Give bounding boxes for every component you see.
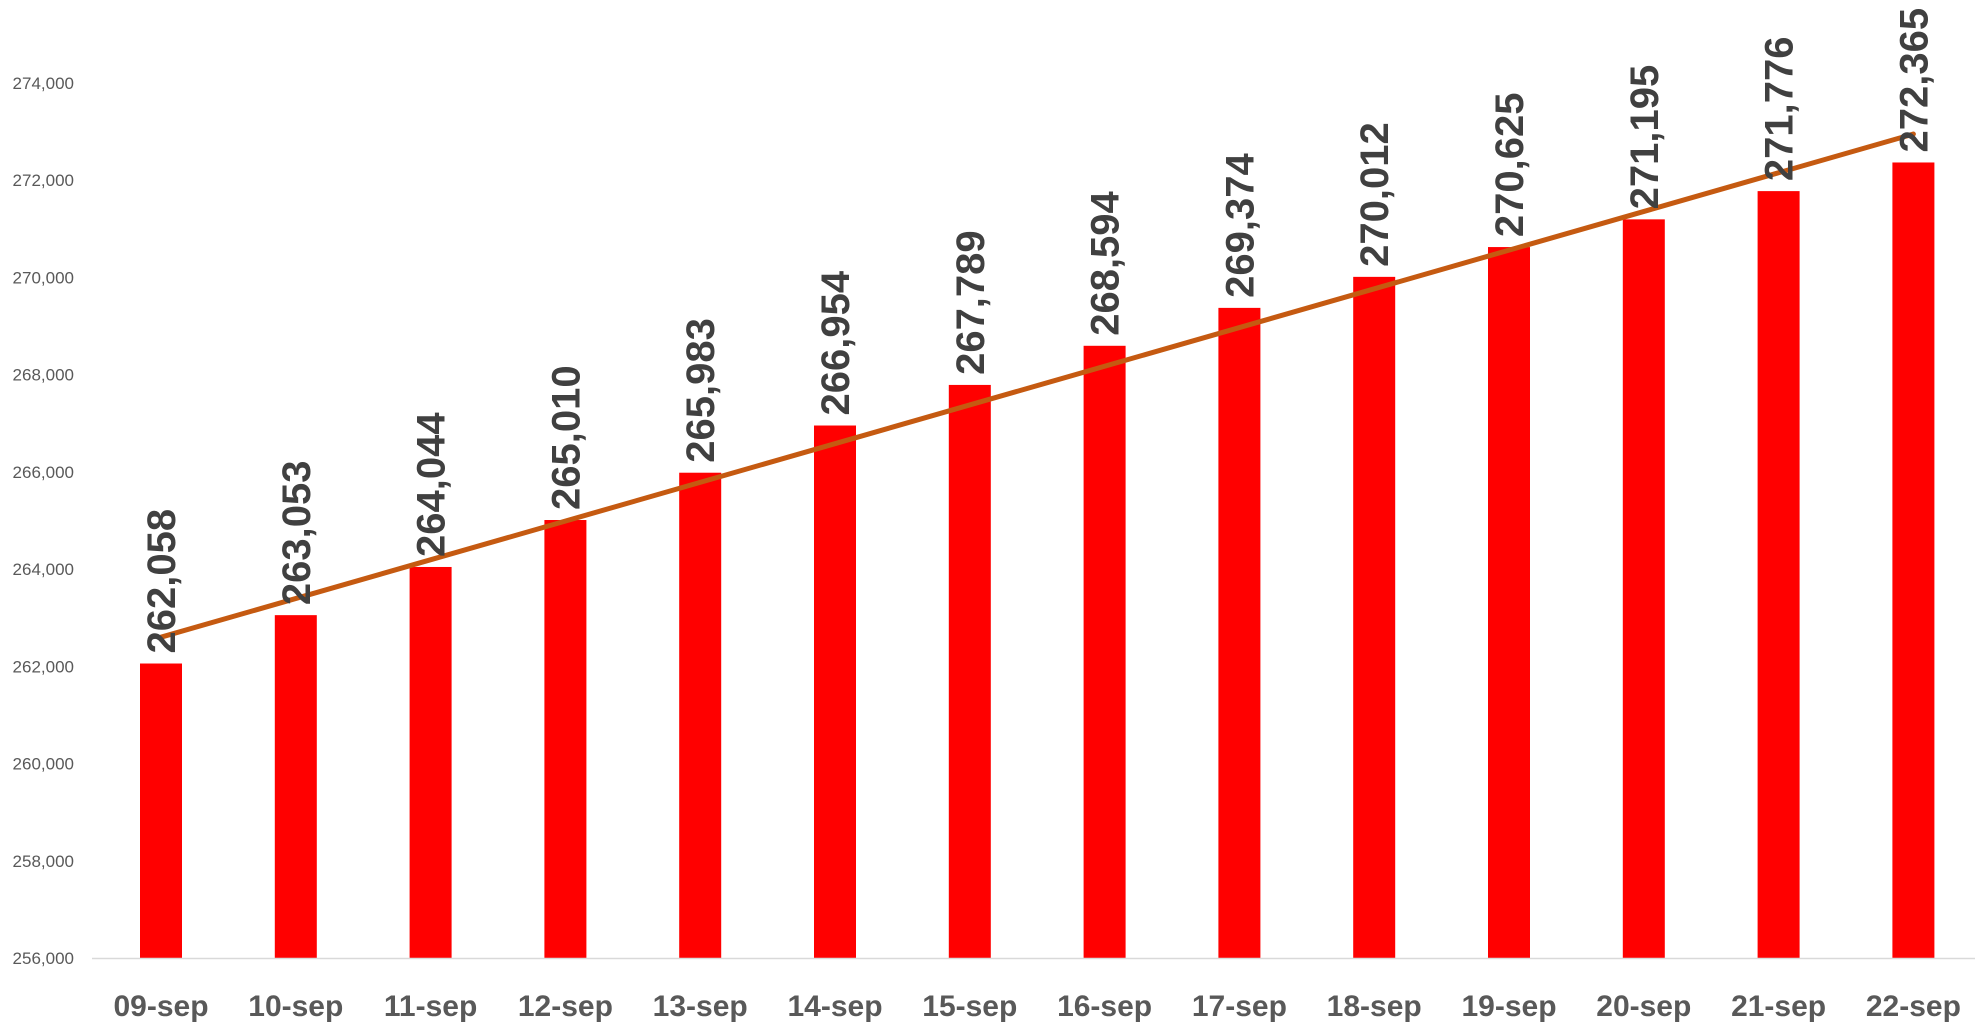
x-tick-label: 21-sep	[1731, 990, 1826, 1023]
data-label: 265,983	[679, 318, 723, 463]
bar-14-sep	[814, 425, 856, 958]
bar-18-sep	[1353, 276, 1396, 959]
data-label: 272,365	[1892, 8, 1936, 153]
y-tick-label: 264,000	[13, 560, 74, 579]
x-tick-label: 22-sep	[1866, 990, 1961, 1023]
x-tick-label: 17-sep	[1192, 990, 1287, 1023]
y-tick-label: 260,000	[13, 755, 74, 774]
x-tick-label: 18-sep	[1327, 990, 1422, 1023]
y-tick-label: 266,000	[13, 463, 74, 482]
trendline	[158, 131, 1916, 640]
bar-22-sep	[1892, 162, 1935, 958]
y-tick-label: 274,000	[13, 74, 74, 93]
x-tick-label: 20-sep	[1596, 990, 1691, 1023]
data-label: 270,012	[1353, 122, 1397, 267]
x-axis: 09-sep 10-sep 11-sep 12-sep 13-sep 14-sep 15-s…	[92, 957, 1975, 1023]
x-tick-label: 11-sep	[384, 990, 477, 1023]
x-tick-label: 19-sep	[1461, 990, 1556, 1023]
bar-13-sep	[679, 472, 722, 958]
bar-11-sep	[409, 566, 452, 958]
y-tick-label: 270,000	[13, 268, 74, 287]
y-tick-label: 268,000	[13, 366, 74, 385]
y-tick-label: 256,000	[13, 949, 74, 968]
trendline-group	[158, 131, 1916, 640]
x-tick-label: 10-sep	[248, 990, 343, 1023]
data-label: 266,954	[814, 270, 858, 415]
bar-12-sep	[544, 520, 587, 958]
x-tick-label: 16-sep	[1057, 990, 1152, 1023]
x-tick-label: 13-sep	[653, 990, 748, 1023]
y-tick-label: 258,000	[13, 852, 74, 871]
data-label: 264,044	[410, 412, 454, 557]
data-label: 270,625	[1488, 92, 1532, 237]
data-label: 271,195	[1623, 65, 1667, 210]
data-label: 269,374	[1218, 153, 1262, 298]
y-axis: 256,000 258,000 260,000 262,000 264,000 266,0…	[13, 74, 74, 968]
bar-20-sep	[1622, 219, 1665, 958]
data-labels: 262,058 263,053 264,044 265,010 265,983 266,9…	[140, 8, 1936, 654]
bar-21-sep	[1757, 191, 1800, 959]
bars	[140, 162, 1935, 959]
bar-09-sep	[140, 663, 182, 958]
bar-19-sep	[1488, 247, 1530, 958]
y-tick-label: 262,000	[13, 657, 74, 676]
y-tick-label: 272,000	[13, 171, 74, 190]
x-tick-label: 12-sep	[518, 990, 613, 1023]
data-label: 271,776	[1758, 37, 1802, 182]
bar-16-sep	[1083, 345, 1126, 959]
bar-17-sep	[1218, 307, 1261, 958]
data-label: 263,053	[275, 461, 319, 606]
bar-15-sep	[948, 384, 991, 959]
x-tick-label: 09-sep	[113, 990, 208, 1023]
x-tick-label: 15-sep	[922, 990, 1017, 1023]
data-label: 267,789	[949, 230, 993, 375]
bar-10-sep	[274, 615, 317, 958]
data-label: 265,010	[544, 365, 588, 510]
data-label: 268,594	[1084, 190, 1128, 335]
x-tick-label: 14-sep	[787, 990, 882, 1023]
data-label: 262,058	[140, 509, 184, 654]
